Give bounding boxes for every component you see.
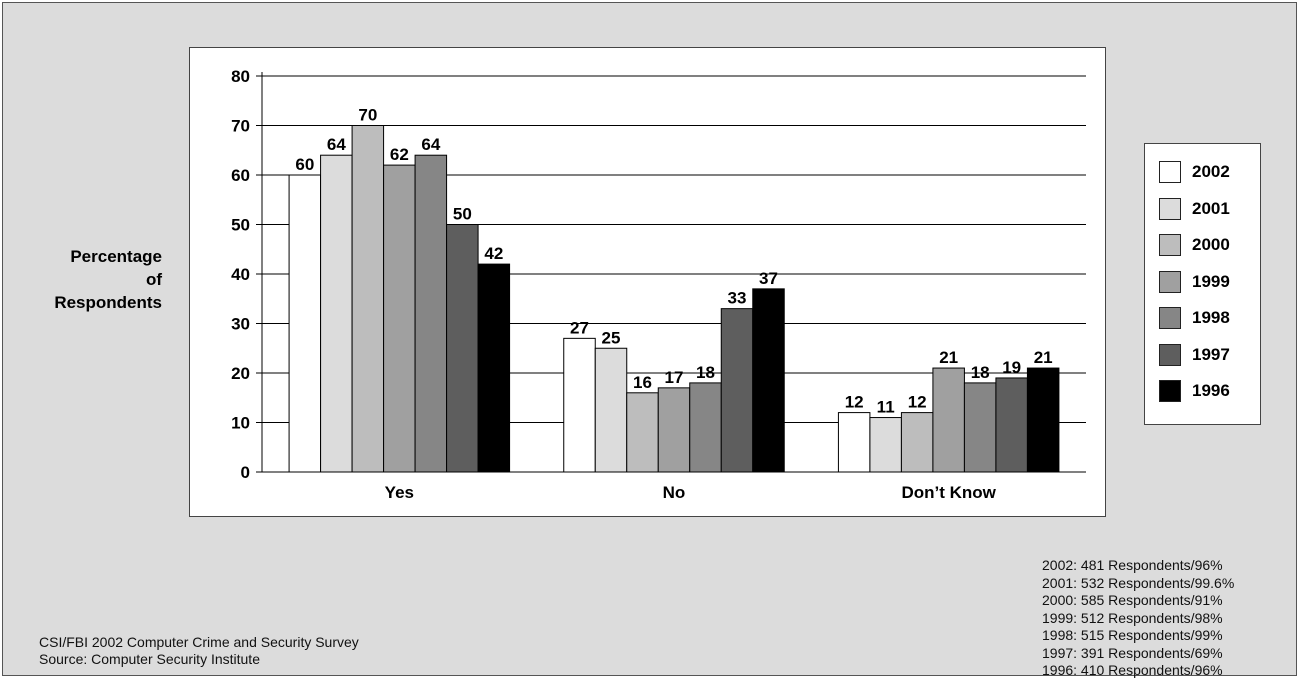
bar — [837, 412, 871, 473]
legend-label: 1997 — [1192, 344, 1230, 364]
data-label: 18 — [971, 363, 990, 382]
legend-item: 1997 — [1159, 337, 1260, 374]
source-credit: CSI/FBI 2002 Computer Crime and Security… — [39, 634, 359, 668]
bar-chart: 0 10 20 30 40 50 60 70 80 60 64 70 62 64 50 42 Yes 27 25 16… — [231, 67, 1086, 502]
y-tick-label: 10 — [231, 414, 250, 433]
bar — [383, 164, 416, 473]
bar — [351, 125, 385, 473]
data-label: 50 — [453, 205, 472, 224]
y-tick-label: 70 — [231, 117, 250, 136]
y-tick-label: 30 — [231, 315, 250, 334]
data-label: 27 — [570, 318, 589, 337]
y-axis-label-line: Respondents — [54, 293, 162, 312]
legend-swatch — [1159, 307, 1181, 330]
legend-swatch — [1159, 197, 1181, 220]
data-label: 64 — [327, 135, 346, 154]
bar — [288, 174, 322, 473]
bar — [900, 412, 934, 473]
data-label: 11 — [877, 398, 895, 417]
legend-label: 2001 — [1192, 198, 1230, 218]
legend-swatch — [1159, 234, 1181, 257]
legend-item: 1998 — [1159, 300, 1260, 337]
bar — [932, 367, 965, 473]
legend-label: 1998 — [1192, 308, 1230, 328]
bar — [594, 347, 628, 473]
data-label: 64 — [421, 135, 440, 154]
bar — [626, 392, 659, 473]
data-label: 18 — [696, 363, 715, 382]
category-label: No — [663, 483, 686, 502]
bar — [563, 337, 596, 473]
respondent-note: 1998: 515 Respondents/99% — [1042, 627, 1223, 643]
legend-swatch — [1159, 270, 1181, 293]
legend-swatch — [1159, 343, 1181, 366]
bar — [320, 154, 353, 473]
y-tick-label: 20 — [231, 364, 250, 383]
legend-item: 1996 — [1159, 373, 1260, 410]
respondent-note: 2002: 481 Respondents/96% — [1042, 557, 1223, 573]
data-label: 21 — [1034, 348, 1053, 367]
bar — [414, 154, 448, 473]
data-label: 16 — [633, 373, 652, 392]
data-label: 25 — [602, 328, 621, 347]
bar — [446, 224, 479, 473]
category-label: Yes — [385, 483, 414, 502]
data-label: 12 — [845, 393, 864, 412]
bar — [963, 382, 997, 473]
bar — [752, 288, 785, 473]
category-label: Don’t Know — [901, 483, 996, 502]
y-tick-label: 40 — [231, 265, 250, 284]
legend-swatch — [1159, 161, 1181, 184]
bar — [995, 377, 1028, 473]
data-label: 42 — [484, 244, 503, 263]
bar — [657, 387, 691, 473]
legend-label: 1996 — [1192, 381, 1230, 401]
respondent-note: 2001: 532 Respondents/99.6% — [1042, 574, 1235, 591]
bar — [477, 263, 511, 473]
data-label: 33 — [728, 289, 747, 308]
bar — [720, 308, 754, 473]
y-axis-label-line: Percentage — [70, 247, 162, 266]
respondent-note: 1997: 391 Respondents/69% — [1042, 644, 1223, 661]
source-line: Source: Computer Security Institute — [39, 651, 260, 667]
y-axis-label-line: of — [145, 270, 162, 289]
y-tick-label: 50 — [231, 216, 250, 235]
y-axis-label: Percentage of Respondents — [54, 245, 162, 314]
y-tick-label: 60 — [231, 166, 250, 185]
bar — [689, 382, 722, 473]
respondent-notes: 2002: 481 Respondents/96% 2001: 532 Resp… — [1042, 557, 1234, 680]
data-label: 21 — [939, 348, 958, 367]
data-label: 12 — [908, 393, 927, 412]
data-label: 62 — [390, 145, 409, 164]
bar — [869, 417, 902, 473]
data-label: 37 — [759, 269, 778, 288]
y-tick-label: 80 — [231, 67, 250, 86]
y-tick-label: 0 — [241, 463, 250, 482]
data-label: 17 — [665, 368, 684, 387]
legend: 2002 2001 2000 1999 1998 1997 1996 — [1144, 143, 1261, 425]
plot-panel: 0 10 20 30 40 50 60 70 80 60 64 70 62 64 50 42 Yes 27 25 16… — [189, 47, 1106, 517]
respondent-note: 1996: 410 Respondents/96% — [1042, 662, 1223, 678]
legend-item: 2001 — [1159, 191, 1260, 228]
data-label: 19 — [1002, 358, 1021, 377]
data-label: 60 — [295, 155, 314, 174]
legend-swatch — [1159, 380, 1181, 403]
data-label: 70 — [358, 106, 377, 125]
legend-item: 2000 — [1159, 227, 1260, 264]
respondent-note: 2000: 585 Respondents/91% — [1042, 592, 1223, 608]
respondent-note: 1999: 512 Respondents/98% — [1042, 609, 1223, 626]
bar — [1026, 367, 1060, 473]
legend-item: 1999 — [1159, 264, 1260, 301]
legend-label: 1999 — [1192, 271, 1230, 291]
legend-item: 2002 — [1159, 154, 1260, 191]
legend-label: 2000 — [1192, 235, 1230, 255]
survey-name: CSI/FBI 2002 Computer Crime and Security… — [39, 634, 359, 650]
legend-label: 2002 — [1192, 162, 1230, 182]
